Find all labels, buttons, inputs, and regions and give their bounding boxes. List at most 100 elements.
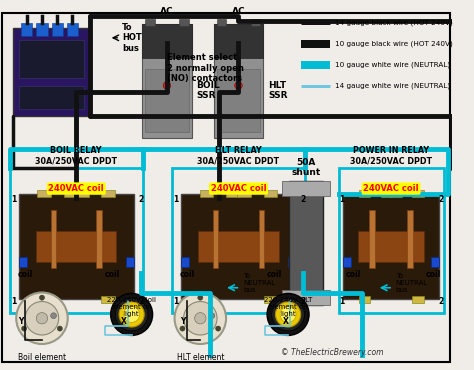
- Circle shape: [195, 313, 206, 324]
- Circle shape: [280, 306, 296, 322]
- Bar: [369, 210, 375, 268]
- Text: POWER IN RELAY
30A/250VAC DPDT: POWER IN RELAY 30A/250VAC DPDT: [350, 146, 432, 166]
- Bar: [200, 191, 213, 197]
- Text: © TheElectricBrewery.com: © TheElectricBrewery.com: [282, 349, 384, 357]
- Text: BOIL
SSR: BOIL SSR: [197, 81, 220, 100]
- Bar: [381, 191, 392, 197]
- Bar: [145, 19, 155, 26]
- Circle shape: [198, 295, 203, 300]
- Bar: [101, 296, 115, 303]
- Text: 2: 2: [138, 297, 144, 306]
- Circle shape: [183, 302, 217, 335]
- Bar: [181, 257, 189, 267]
- Bar: [36, 23, 48, 36]
- Bar: [19, 40, 84, 78]
- Bar: [283, 290, 330, 305]
- Circle shape: [267, 293, 309, 336]
- Bar: [359, 296, 370, 303]
- Circle shape: [275, 302, 301, 327]
- Circle shape: [209, 313, 215, 319]
- Bar: [214, 24, 263, 138]
- Circle shape: [235, 82, 242, 89]
- Bar: [37, 191, 51, 197]
- Text: 220-240V Boil
element on
light: 220-240V Boil element on light: [107, 297, 156, 317]
- Circle shape: [21, 326, 27, 331]
- Text: HLT
SSR: HLT SSR: [268, 81, 288, 100]
- Bar: [36, 231, 117, 262]
- Bar: [96, 210, 102, 268]
- Text: coil: coil: [426, 270, 441, 279]
- Circle shape: [39, 295, 45, 300]
- Bar: [13, 28, 90, 116]
- Bar: [359, 191, 370, 197]
- Bar: [412, 296, 424, 303]
- Circle shape: [124, 306, 140, 322]
- Text: 240VAC coil: 240VAC coil: [48, 184, 104, 193]
- Bar: [258, 210, 264, 268]
- Text: 1: 1: [173, 297, 178, 306]
- Bar: [283, 181, 330, 196]
- Text: 2: 2: [301, 297, 306, 306]
- Bar: [145, 69, 189, 132]
- Bar: [431, 257, 439, 267]
- Text: 220-240V HLT
element on
light: 220-240V HLT element on light: [264, 297, 312, 317]
- Bar: [288, 257, 296, 267]
- Text: 2: 2: [301, 195, 306, 205]
- Text: 14 gauge white wire (NEUTRAL): 14 gauge white wire (NEUTRAL): [335, 82, 450, 89]
- Bar: [19, 257, 27, 267]
- Text: X: X: [283, 317, 289, 326]
- Text: coil: coil: [346, 270, 361, 279]
- Text: 1: 1: [11, 297, 16, 306]
- Bar: [343, 257, 351, 267]
- Bar: [214, 24, 263, 58]
- Circle shape: [16, 293, 68, 344]
- Text: 2: 2: [438, 297, 443, 306]
- Circle shape: [163, 82, 171, 89]
- Text: 1: 1: [11, 195, 16, 205]
- Text: Boil element: Boil element: [18, 353, 66, 361]
- Bar: [172, 168, 305, 313]
- Text: BOIL RELAY
30A/250VAC DPDT: BOIL RELAY 30A/250VAC DPDT: [35, 146, 118, 166]
- Circle shape: [115, 298, 148, 331]
- Bar: [52, 23, 63, 36]
- Text: AC: AC: [160, 7, 174, 16]
- Text: HLT RELAY
30A/250VAC DPDT: HLT RELAY 30A/250VAC DPDT: [197, 146, 280, 166]
- Text: 1: 1: [339, 195, 344, 205]
- Circle shape: [51, 313, 56, 319]
- Text: HLT element: HLT element: [177, 353, 224, 361]
- Text: 1: 1: [339, 297, 344, 306]
- Circle shape: [110, 293, 153, 336]
- Bar: [64, 191, 77, 197]
- Circle shape: [57, 326, 63, 331]
- Bar: [179, 19, 189, 26]
- Circle shape: [119, 302, 144, 327]
- Bar: [226, 191, 240, 197]
- Text: 10 gauge white wire (NEUTRAL): 10 gauge white wire (NEUTRAL): [335, 61, 450, 68]
- Bar: [181, 194, 296, 299]
- Bar: [75, 191, 89, 197]
- Bar: [126, 257, 134, 267]
- Text: To
NEUTRAL
bus: To NEUTRAL bus: [396, 273, 428, 293]
- Bar: [289, 181, 323, 305]
- Text: 2: 2: [138, 195, 144, 205]
- Bar: [19, 194, 134, 299]
- Circle shape: [25, 302, 59, 335]
- Text: coil: coil: [17, 270, 32, 279]
- Bar: [217, 19, 226, 26]
- Text: Y: Y: [18, 317, 24, 326]
- Text: 240VAC coil: 240VAC coil: [210, 184, 266, 193]
- Bar: [358, 231, 425, 262]
- Bar: [412, 191, 424, 197]
- Text: 1: 1: [173, 195, 178, 205]
- Text: X: X: [121, 317, 127, 326]
- Bar: [37, 296, 51, 303]
- Bar: [19, 85, 84, 110]
- Bar: [338, 168, 444, 313]
- Text: 14 gauge black wire (HOT 240V): 14 gauge black wire (HOT 240V): [335, 19, 453, 26]
- Bar: [407, 210, 413, 268]
- Text: 2: 2: [438, 195, 443, 205]
- Bar: [264, 296, 277, 303]
- Text: coil: coil: [179, 270, 195, 279]
- Bar: [101, 191, 115, 197]
- Text: Y: Y: [181, 317, 186, 326]
